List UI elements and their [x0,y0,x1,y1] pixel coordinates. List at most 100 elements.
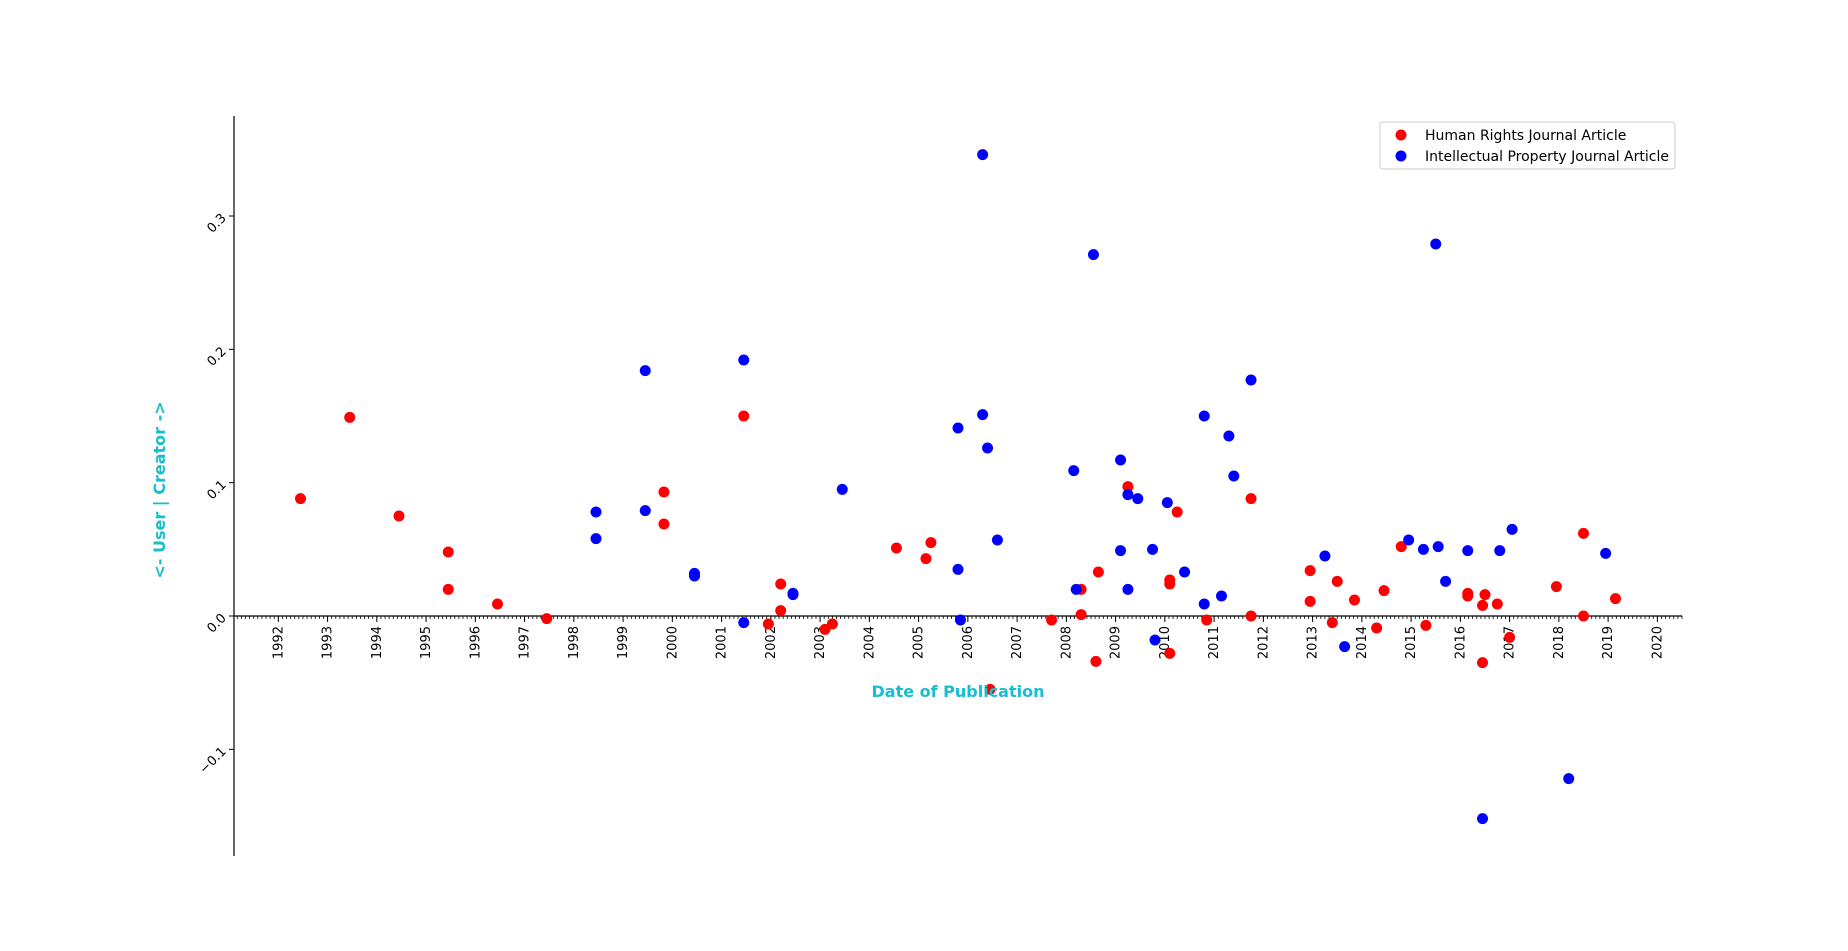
data-point [762,618,774,630]
data-point [639,505,651,517]
data-point [1161,497,1173,509]
data-point [1245,374,1257,386]
data-point [1504,631,1516,643]
data-point [1339,641,1351,653]
data-point [541,613,553,625]
data-point [836,483,848,495]
x-tick-label: 2020 [1650,626,1665,659]
legend-label-intellectual-property: Intellectual Property Journal Article [1425,149,1669,165]
data-point [1462,590,1474,602]
data-point [1326,617,1338,629]
x-tick-label: 2013 [1306,626,1321,659]
data-point [491,598,503,610]
x-tick-label: 1997 [518,626,533,659]
data-point [1245,493,1257,505]
data-point [689,570,701,582]
data-point [890,542,902,554]
y-tick-label: 0.1 [204,478,229,503]
data-point [738,410,750,422]
x-tick-label: 1993 [321,626,336,659]
data-point [920,553,932,565]
data-point [1147,543,1159,555]
data-point [393,510,405,522]
series-1 [590,149,1612,825]
data-point [1378,585,1390,597]
x-axis-label: Date of Publication [871,682,1044,701]
data-point [1494,545,1506,557]
x-tick-label: 1999 [616,626,631,659]
data-point [442,546,454,558]
data-point [1600,547,1612,559]
data-point [1198,410,1210,422]
data-point [738,354,750,366]
data-point [1198,598,1210,610]
data-point [1115,545,1127,557]
data-point [1149,634,1161,646]
x-tick-label: 1994 [370,626,385,659]
y-axis: −0.1 0.0 0.1 0.2 0.3 [197,116,235,856]
data-point [1477,813,1489,825]
data-point [1479,589,1491,601]
data-point [1122,489,1134,501]
legend: Human Rights Journal Article Intellectua… [1379,121,1676,170]
data-point [787,589,799,601]
data-point [658,486,670,498]
data-point [1304,595,1316,607]
data-point [984,683,996,695]
x-tick-label: 2005 [912,626,927,659]
x-tick-label: 2002 [764,626,779,659]
x-tick-label: 2007 [1010,626,1025,659]
x-tick-label: 2016 [1453,626,1468,659]
data-point [982,442,994,454]
y-tick-label: 0.3 [204,211,229,236]
data-point [991,534,1003,546]
data-point [1477,599,1489,611]
data-point [1075,609,1087,621]
data-point [1304,565,1316,577]
data-point [1164,578,1176,590]
x-tick-label: 2018 [1552,626,1567,659]
data-point [1215,590,1227,602]
data-point [1440,575,1452,587]
data-point [1092,566,1104,578]
x-tick-label: 1992 [271,626,286,659]
data-point [925,537,937,549]
data-point [1462,545,1474,557]
y-tick-label: −0.1 [197,744,230,777]
legend-box [1379,121,1676,170]
data-point [1395,541,1407,553]
data-point [1550,581,1562,593]
data-point [1171,506,1183,518]
data-point [1115,454,1127,466]
x-tick-label: 2014 [1355,626,1370,659]
x-tick-label: 2000 [665,626,680,659]
x-tick-label: 2001 [715,626,730,659]
data-point [344,411,356,423]
x-tick-label: 2004 [862,626,877,659]
x-tick-label: 2006 [961,626,976,659]
data-point [1245,610,1257,622]
data-point [1319,550,1331,562]
data-point [977,149,989,161]
data-point [1201,614,1213,626]
series-0 [294,410,1622,695]
data-point [952,422,964,434]
x-tick-label: 2011 [1207,626,1222,659]
data-point [1403,534,1415,546]
legend-marker-intellectual-property [1395,150,1407,162]
data-point [1179,566,1191,578]
data-point [952,563,964,575]
data-point [294,493,306,505]
data-point [1087,249,1099,261]
data-point [738,617,750,629]
data-point [442,583,454,595]
data-point [590,506,602,518]
data-point [1090,655,1102,667]
x-tick-label: 2012 [1256,626,1271,659]
data-point [1348,594,1360,606]
data-point [1430,238,1442,250]
data-point [1122,481,1134,493]
y-axis-label: <- User | Creator -> [150,401,170,578]
data-points [294,149,1622,825]
